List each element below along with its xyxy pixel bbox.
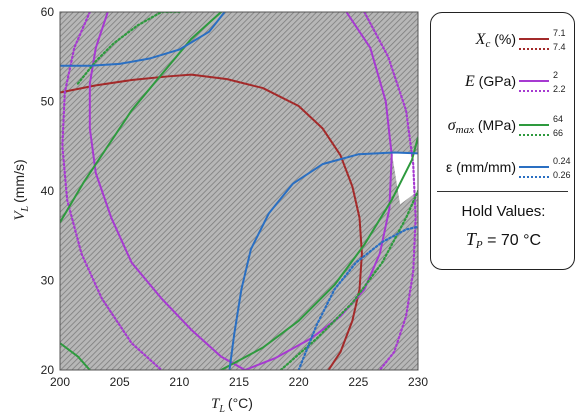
x-tick-label: 230 <box>408 375 428 389</box>
hold-number: = 70 °C <box>482 232 542 249</box>
series-line-9 <box>279 189 418 370</box>
legend-label: ε (mm/mm) <box>446 159 516 175</box>
series-line-6 <box>60 342 91 370</box>
x-ticks: 200 205 210 215 220 225 230 <box>50 375 428 389</box>
legend-unit: (%) <box>490 31 516 47</box>
legend-solid-swatch <box>519 124 549 126</box>
series-line-0 <box>60 73 363 370</box>
series-line-7 <box>220 136 418 370</box>
x-tick-label: 225 <box>348 375 368 389</box>
legend-item: E (GPa) 2 2.2 <box>431 63 576 103</box>
x-tick-label: 220 <box>289 375 309 389</box>
y-tick-label: 40 <box>41 184 55 198</box>
series-line-2 <box>243 12 393 370</box>
x-tick-label: 200 <box>50 375 70 389</box>
legend-dotted-swatch <box>519 134 549 136</box>
legend-item: σmax (MPa) 64 66 <box>431 107 576 147</box>
legend-label: σmax (MPa) <box>447 117 516 136</box>
y-tick-label: 60 <box>41 5 55 19</box>
legend-unit: (GPa) <box>474 73 516 89</box>
legend-box: Xc (%) 7.1 7.4 E (GPa) 2 2.2 σmax (MPa) 64 66 ε (… <box>430 12 575 270</box>
series-line-4 <box>363 12 417 370</box>
y-tick-label: 50 <box>41 95 55 109</box>
series-line-5 <box>60 12 223 224</box>
legend-dotted-swatch <box>519 176 549 178</box>
series-line-12 <box>297 225 418 370</box>
legend-symbol: σ <box>447 117 456 134</box>
y-tick-label: 20 <box>41 363 55 377</box>
series-layer <box>60 12 418 370</box>
legend-symbol: X <box>475 31 486 48</box>
legend-label: Xc (%) <box>475 31 516 50</box>
legend-solid-swatch <box>519 80 549 82</box>
legend-item: Xc (%) 7.1 7.4 <box>431 21 576 61</box>
legend-symbol: E <box>464 73 475 90</box>
legend-solid-value: 0.24 <box>553 156 571 166</box>
legend-subscript: c <box>485 38 491 50</box>
series-line-11 <box>228 151 418 370</box>
legend-solid-value: 2 <box>553 70 559 80</box>
x-tick-label: 210 <box>169 375 189 389</box>
y-ticks: 20 30 40 50 60 <box>41 5 55 377</box>
legend-divider <box>437 191 568 192</box>
legend-dotted-swatch <box>519 90 549 92</box>
series-line-10 <box>60 12 226 67</box>
y-tick-label: 30 <box>41 274 55 288</box>
hatch-area <box>60 12 418 370</box>
plot-frame <box>59 11 419 371</box>
y-axis-title: VL(mm/s) <box>11 159 31 220</box>
hold-values-title: Hold Values: <box>461 203 546 220</box>
feasible-pocket <box>391 152 418 205</box>
legend-solid-value: 64 <box>553 114 564 124</box>
legend-solid-swatch <box>519 38 549 40</box>
series-line-3 <box>61 12 163 370</box>
legend-solid-value: 7.1 <box>553 28 566 38</box>
legend-solid-swatch <box>519 166 549 168</box>
legend-dotted-value: 2.2 <box>553 84 566 94</box>
hold-subscript: P <box>475 239 483 251</box>
legend-item: ε (mm/mm) 0.24 0.26 <box>431 149 576 189</box>
legend-dotted-value: 0.26 <box>553 170 571 180</box>
series-line-1 <box>88 12 246 370</box>
legend-dotted-value: 66 <box>553 128 564 138</box>
x-axis-title: TL (°C) <box>211 395 253 414</box>
legend-unit: ε (mm/mm) <box>446 159 516 175</box>
legend-dotted-value: 7.4 <box>553 42 566 52</box>
feasible-region-hatch <box>60 12 418 370</box>
hold-symbol: T <box>465 229 476 249</box>
legend-unit: (MPa) <box>474 117 516 133</box>
hold-value: TP = 70 °C <box>431 229 576 251</box>
x-tick-label: 205 <box>110 375 130 389</box>
legend-subscript: max <box>455 124 474 136</box>
legend-dotted-swatch <box>519 48 549 50</box>
legend-label: E (GPa) <box>465 73 516 91</box>
x-tick-label: 215 <box>229 375 249 389</box>
